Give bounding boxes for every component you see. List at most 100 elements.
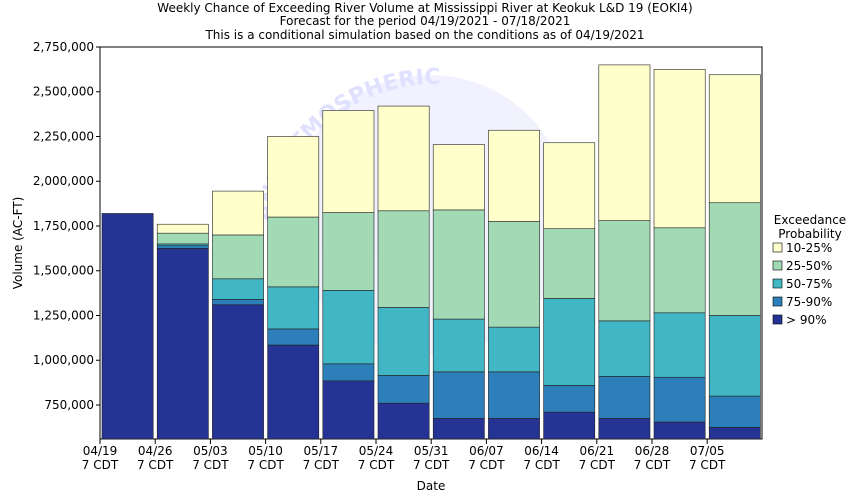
bar-segment-50-75 [653, 312, 706, 378]
legend-label: 10-25% [786, 241, 832, 255]
x-tick-label-tz: 7 CDT [82, 458, 119, 472]
bar-segment-gt90 [432, 418, 485, 440]
bar-segment-50-75 [708, 315, 761, 397]
bar-segment-gt90 [598, 418, 651, 440]
x-tick-label-tz: 7 CDT [247, 458, 284, 472]
bar-segment-75-90 [653, 376, 706, 423]
bar-segment-gt90 [377, 402, 430, 440]
y-axis-label: Volume (AC-FT) [11, 197, 25, 290]
bar-segment-75-90 [543, 385, 596, 413]
bar-segment-25-50 [212, 234, 264, 280]
legend-title-line-2: Probability [778, 227, 841, 241]
bar-segment-10-25 [322, 110, 375, 213]
legend-swatch [772, 314, 783, 325]
bar-segment-gt90 [156, 248, 209, 440]
bar-segment-75-90 [156, 245, 209, 249]
bar-segment-50-75 [212, 278, 264, 300]
legend-swatch [772, 278, 783, 289]
bar-segment-10-25 [488, 129, 540, 222]
bar-segment-gt90 [543, 411, 596, 440]
bar-segment-75-90 [377, 375, 430, 404]
bar-segment-10-25 [653, 69, 706, 229]
bar-segment-10-25 [156, 223, 209, 234]
y-tick-label: 2,250,000 [33, 129, 94, 143]
x-tick-label-date: 07/05 [690, 444, 725, 458]
bar-segment-25-50 [598, 220, 651, 322]
bar-segment-10-25 [267, 136, 320, 218]
bar-segment-50-75 [488, 326, 540, 373]
bar-segment-gt90 [101, 213, 154, 440]
x-axis-label: Date [417, 479, 446, 493]
x-tick-label-date: 06/28 [635, 444, 670, 458]
legend-label: 25-50% [786, 259, 832, 273]
x-tick-label-tz: 7 CDT [137, 458, 174, 472]
x-tick-label-tz: 7 CDT [358, 458, 395, 472]
bar-segment-50-75 [322, 290, 375, 365]
x-tick-label-tz: 7 CDT [468, 458, 505, 472]
bar-segment-10-25 [543, 142, 596, 229]
bar-segment-75-90 [267, 328, 320, 346]
legend-swatch [772, 296, 783, 307]
bar-segment-50-75 [598, 320, 651, 377]
bar-segment-gt90 [267, 344, 320, 440]
bar-segment-25-50 [708, 202, 761, 316]
bar-segment-25-50 [432, 209, 485, 320]
legend-swatch [772, 260, 783, 271]
legend: Exceedance Probability 10-25% 25-50% 50-75… [772, 213, 846, 327]
x-tick-label-date: 06/21 [580, 444, 615, 458]
x-tick-label-date: 04/26 [138, 444, 173, 458]
bar-segment-50-75 [543, 298, 596, 386]
x-tick-label-date: 05/03 [193, 444, 228, 458]
y-tick-label: 1,000,000 [33, 353, 94, 367]
x-tick-label-tz: 7 CDT [523, 458, 560, 472]
bars-group [101, 64, 761, 440]
x-tick-label-date: 06/07 [469, 444, 504, 458]
chart-title-line-2: Forecast for the period 04/19/2021 - 07/… [280, 14, 571, 28]
y-tick-label: 2,500,000 [33, 85, 94, 99]
bar-segment-10-25 [432, 144, 485, 211]
x-tick-label-date: 05/24 [359, 444, 394, 458]
x-tick-label-date: 04/19 [83, 444, 118, 458]
bar-segment-10-25 [377, 105, 430, 212]
bar-segment-10-25 [598, 64, 651, 221]
y-axis: 750,000 1,000,000 1,250,000 1,500,000 1,750,… [33, 40, 100, 412]
bar-segment-75-90 [322, 363, 375, 382]
bar-segment-25-50 [488, 221, 540, 328]
bar-segment-75-90 [598, 376, 651, 419]
bar-segment-25-50 [322, 212, 375, 291]
y-tick-label: 1,500,000 [33, 264, 94, 278]
x-tick-label-tz: 7 CDT [192, 458, 229, 472]
x-tick-label-date: 05/17 [304, 444, 339, 458]
chart-title-line-3: This is a conditional simulation based o… [204, 28, 644, 42]
bar-segment-gt90 [488, 418, 540, 440]
bar-segment-50-75 [377, 307, 430, 376]
chart-title-line-1: Weekly Chance of Exceeding River Volume … [157, 1, 692, 15]
y-tick-label: 2,000,000 [33, 174, 94, 188]
x-tick-label-tz: 7 CDT [303, 458, 340, 472]
bar-segment-10-25 [708, 74, 761, 204]
legend-swatch [772, 242, 783, 253]
legend-label: 50-75% [786, 277, 832, 291]
bar-segment-10-25 [212, 190, 264, 236]
bar-segment-75-90 [432, 371, 485, 419]
bar-segment-gt90 [708, 427, 761, 440]
bar-segment-75-90 [488, 371, 540, 419]
x-tick-label-date: 06/14 [524, 444, 559, 458]
bar-segment-25-50 [267, 216, 320, 288]
y-tick-label: 1,250,000 [33, 308, 94, 322]
x-tick-label-date: 05/10 [248, 444, 283, 458]
bar-segment-gt90 [322, 380, 375, 440]
bar-segment-gt90 [212, 304, 264, 440]
bar-segment-75-90 [212, 299, 264, 306]
bar-segment-25-50 [543, 228, 596, 299]
bar-segment-50-75 [267, 286, 320, 330]
legend-title-line-1: Exceedance [774, 213, 846, 227]
x-tick-label-tz: 7 CDT [634, 458, 671, 472]
bar-segment-25-50 [653, 227, 706, 314]
legend-label: > 90% [786, 313, 827, 327]
x-tick-label-date: 05/31 [414, 444, 449, 458]
x-tick-label-tz: 7 CDT [689, 458, 726, 472]
bar-segment-75-90 [708, 395, 761, 428]
